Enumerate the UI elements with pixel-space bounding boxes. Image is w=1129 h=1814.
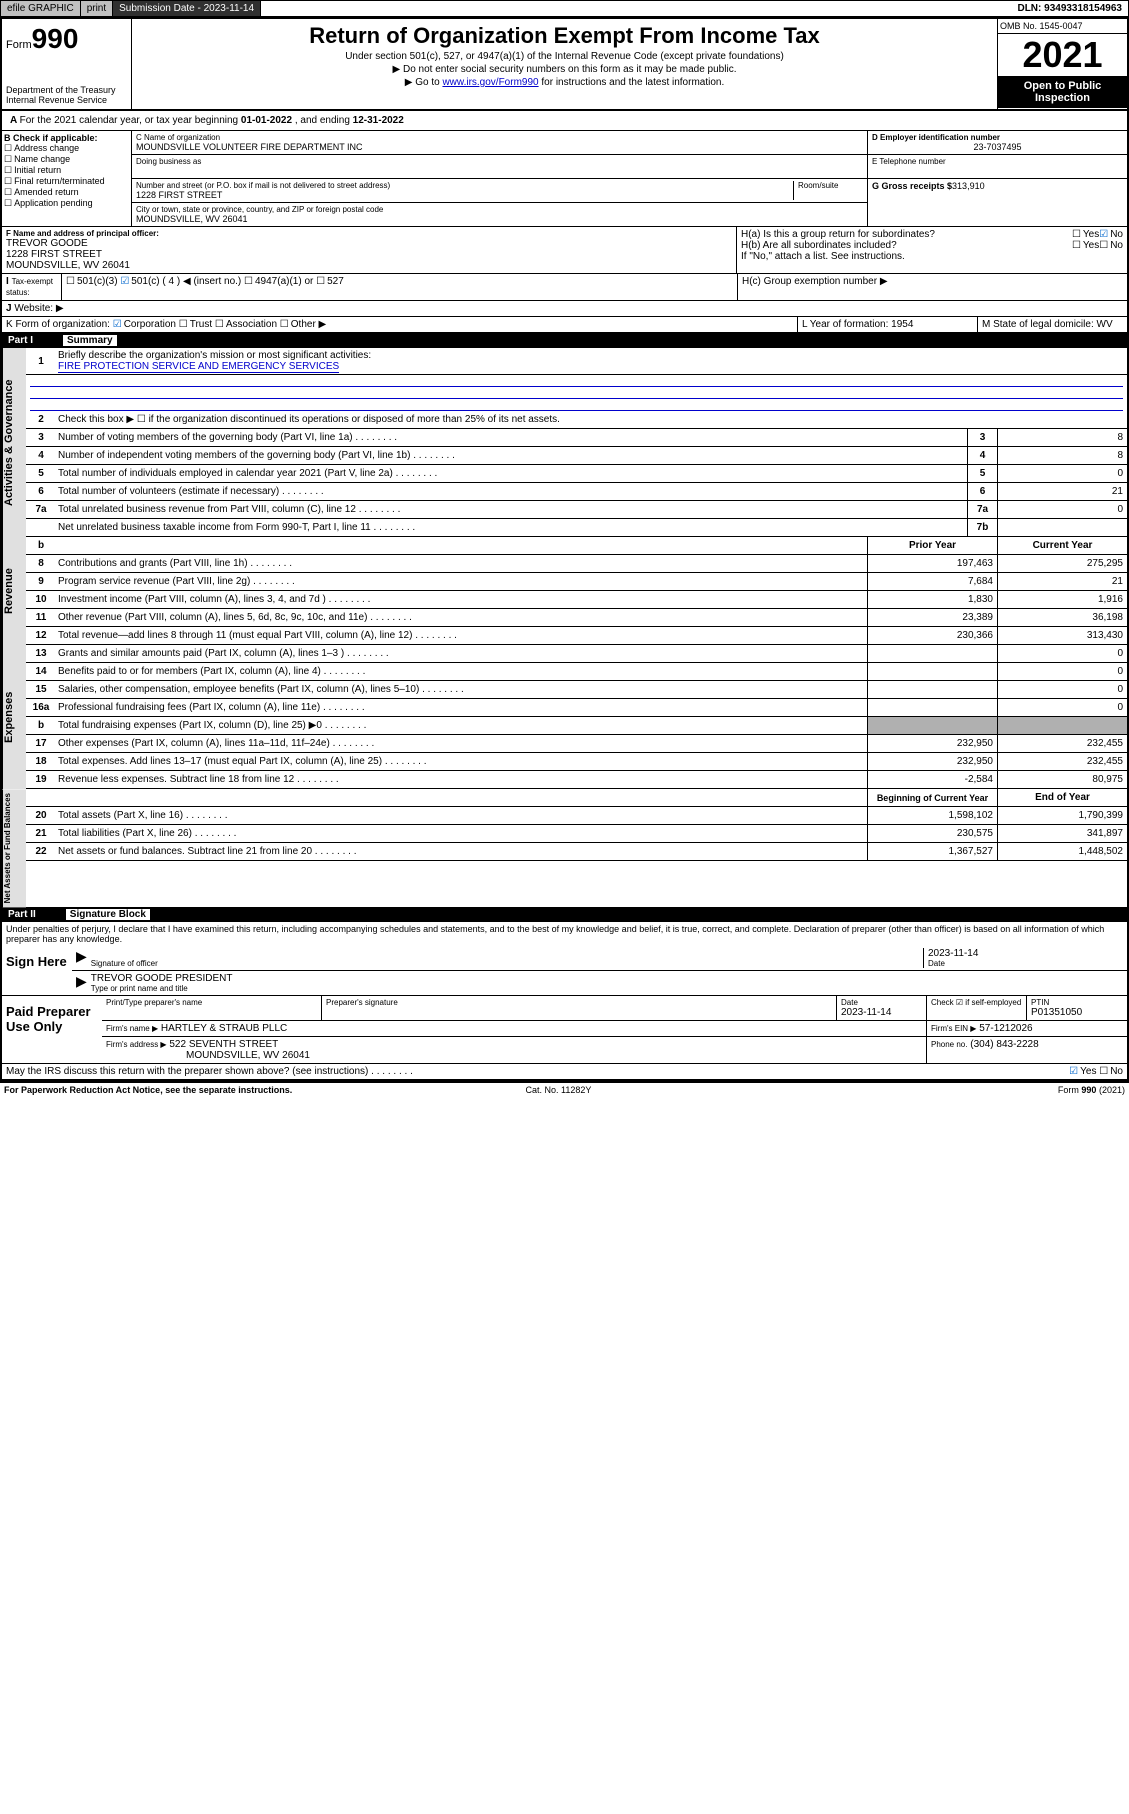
chk-app-pending[interactable]: Application pending	[4, 198, 129, 209]
org-name: MOUNDSVILLE VOLUNTEER FIRE DEPARTMENT IN…	[136, 142, 863, 152]
tab-governance: Activities & Governance	[2, 348, 26, 537]
sign-date: 2023-11-14	[928, 948, 1123, 959]
print-button[interactable]: print	[81, 1, 113, 16]
chk-501c[interactable]: 501(c) ( 4 ) ◀ (insert no.)	[120, 276, 241, 287]
chk-initial-return[interactable]: Initial return	[4, 165, 129, 176]
top-toolbar: efile GRAPHIC print Submission Date - 20…	[0, 0, 1129, 17]
chk-4947[interactable]: 4947(a)(1) or	[244, 276, 313, 287]
firm-ein: 57-1212026	[979, 1023, 1032, 1034]
ha-no[interactable]: No	[1099, 229, 1123, 240]
year-formation: 1954	[891, 319, 913, 330]
org-address: 1228 FIRST STREET	[136, 190, 793, 200]
table-row: 6Total number of volunteers (estimate if…	[26, 483, 1127, 501]
section-b: B Check if applicable: Address change Na…	[2, 131, 132, 226]
table-row: 10Investment income (Part VIII, column (…	[26, 591, 1127, 609]
table-row: 21Total liabilities (Part X, line 26)230…	[26, 825, 1127, 843]
chk-501c3[interactable]: 501(c)(3)	[66, 276, 118, 287]
section-de: D Employer identification number23-70374…	[867, 131, 1127, 226]
section-c: C Name of organizationMOUNDSVILLE VOLUNT…	[132, 131, 867, 226]
table-row: 14Benefits paid to or for members (Part …	[26, 663, 1127, 681]
form-container: Form990 Department of the Treasury Inter…	[0, 17, 1129, 1083]
mission-text: FIRE PROTECTION SERVICE AND EMERGENCY SE…	[58, 361, 339, 373]
table-row: 22Net assets or fund balances. Subtract …	[26, 843, 1127, 861]
chk-name-change[interactable]: Name change	[4, 154, 129, 165]
firm-phone: (304) 843-2228	[970, 1039, 1038, 1050]
tax-year: 2021	[998, 34, 1127, 76]
firm-name: HARTLEY & STRAUB PLLC	[161, 1023, 287, 1034]
table-row: 9Program service revenue (Part VIII, lin…	[26, 573, 1127, 591]
table-row: 4Number of independent voting members of…	[26, 447, 1127, 465]
paid-preparer-label: Paid Preparer Use Only	[2, 996, 102, 1063]
table-row: 11Other revenue (Part VIII, column (A), …	[26, 609, 1127, 627]
hb-yes[interactable]: Yes	[1072, 240, 1099, 251]
chk-final-return[interactable]: Final return/terminated	[4, 176, 129, 187]
omb-number: OMB No. 1545-0047	[998, 19, 1127, 34]
efile-button[interactable]: efile GRAPHIC	[1, 1, 81, 16]
dept-label: Department of the Treasury	[6, 85, 127, 95]
state-domicile: WV	[1097, 319, 1113, 330]
chk-address-change[interactable]: Address change	[4, 143, 129, 154]
subtitle-1: Under section 501(c), 527, or 4947(a)(1)…	[136, 51, 993, 62]
chk-trust[interactable]: Trust	[179, 319, 212, 330]
discuss-no[interactable]: No	[1099, 1066, 1123, 1077]
table-row: Net unrelated business taxable income fr…	[26, 519, 1127, 537]
chk-amended[interactable]: Amended return	[4, 187, 129, 198]
table-row: 5Total number of individuals employed in…	[26, 465, 1127, 483]
chk-527[interactable]: 527	[316, 276, 344, 287]
discuss-yes[interactable]: Yes	[1069, 1066, 1096, 1077]
line-hc: H(c) Group exemption number ▶	[737, 274, 1127, 300]
chk-assoc[interactable]: Association	[215, 319, 277, 330]
subtitle-2: ▶ Do not enter social security numbers o…	[136, 64, 993, 75]
table-row: 17Other expenses (Part IX, column (A), l…	[26, 735, 1127, 753]
chk-other[interactable]: Other ▶	[280, 319, 326, 330]
ha-yes[interactable]: Yes	[1072, 229, 1099, 240]
officer-print-name: TREVOR GOODE PRESIDENT	[91, 973, 233, 984]
table-row: 7aTotal unrelated business revenue from …	[26, 501, 1127, 519]
table-row: 15Salaries, other compensation, employee…	[26, 681, 1127, 699]
form-id-box: Form990 Department of the Treasury Inter…	[2, 19, 132, 109]
firm-address: 522 SEVENTH STREET	[169, 1039, 278, 1050]
tab-expenses: Expenses	[2, 645, 26, 789]
page-footer: For Paperwork Reduction Act Notice, see …	[0, 1083, 1129, 1097]
chk-corp[interactable]: Corporation	[113, 319, 176, 330]
perjury-declaration: Under penalties of perjury, I declare th…	[2, 922, 1127, 946]
table-row: 3Number of voting members of the governi…	[26, 429, 1127, 447]
table-row: 18Total expenses. Add lines 13–17 (must …	[26, 753, 1127, 771]
irs-link[interactable]: www.irs.gov/Form990	[442, 77, 538, 88]
dln-label: DLN: 93493318154963	[1011, 1, 1128, 16]
submission-date: Submission Date - 2023-11-14	[113, 1, 261, 16]
open-public-badge: Open to Public Inspection	[998, 76, 1127, 108]
tab-revenue: Revenue	[2, 537, 26, 645]
part1-header: Part ISummary	[2, 333, 1127, 348]
line-a: A For the 2021 calendar year, or tax yea…	[6, 113, 408, 128]
officer-name: TREVOR GOODE	[6, 238, 732, 249]
hb-no[interactable]: No	[1099, 240, 1123, 251]
table-row: 19Revenue less expenses. Subtract line 1…	[26, 771, 1127, 789]
table-row: 20Total assets (Part X, line 16)1,598,10…	[26, 807, 1127, 825]
part2-header: Part IISignature Block	[2, 907, 1127, 922]
sign-here-label: Sign Here	[2, 946, 72, 995]
org-city: MOUNDSVILLE, WV 26041	[136, 214, 863, 224]
ein: 23-7037495	[872, 142, 1123, 152]
tab-netassets: Net Assets or Fund Balances	[2, 789, 26, 907]
table-row: 12Total revenue—add lines 8 through 11 (…	[26, 627, 1127, 645]
table-row: bTotal fundraising expenses (Part IX, co…	[26, 717, 1127, 735]
table-row: 13Grants and similar amounts paid (Part …	[26, 645, 1127, 663]
form-title: Return of Organization Exempt From Incom…	[136, 23, 993, 49]
table-row: 16aProfessional fundraising fees (Part I…	[26, 699, 1127, 717]
ptin: P01351050	[1031, 1007, 1123, 1018]
gross-receipts: 313,910	[952, 181, 985, 191]
table-row: 8Contributions and grants (Part VIII, li…	[26, 555, 1127, 573]
irs-label: Internal Revenue Service	[6, 95, 127, 105]
